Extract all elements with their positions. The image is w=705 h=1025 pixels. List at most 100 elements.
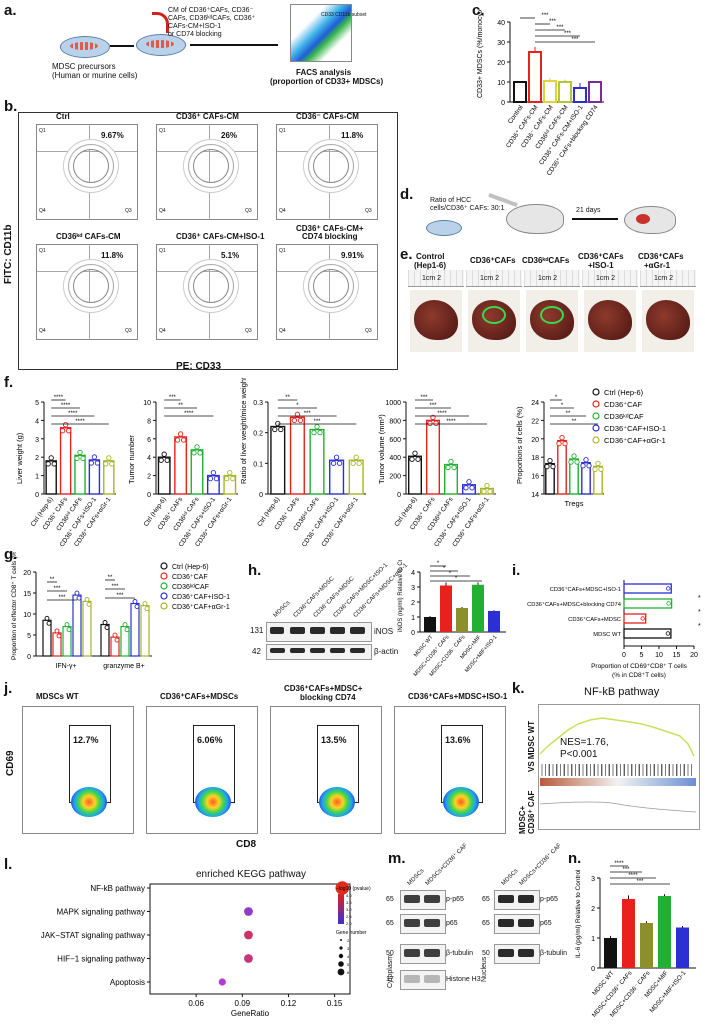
f-dot [74, 455, 80, 462]
f-sig-star: * [296, 403, 299, 409]
quadrant-q1: Q1 [39, 248, 46, 254]
f-y-tick-label: 0 [397, 492, 401, 499]
f-sig-star: **** [75, 419, 85, 425]
f-x-tick-label: CD36⁺ CAFs+ISO-1 [301, 496, 341, 546]
m-band [498, 895, 514, 903]
flow-plot: 9.91% Q1 Q4 Q3 [276, 244, 378, 340]
f-y-tick-label: 4 [147, 455, 151, 462]
l-y-tick-label: JAK−STAT signaling pathway [41, 931, 145, 940]
i-x-tick-label: 0 [622, 652, 626, 659]
f-y-tick-label: 16 [531, 474, 539, 481]
c-bar [528, 51, 542, 103]
f-y-tick-label: 5 [35, 400, 39, 407]
f-legend-label: CD36⁺CAF [604, 400, 643, 409]
g-dot [124, 627, 130, 633]
m-band [518, 919, 534, 927]
treatment-line-1: CM of CD36⁺CAFs, CD36⁻ [168, 7, 254, 14]
quadrant-q1: Q1 [159, 128, 166, 134]
flow-plot: 11.8% Q1 Q4 Q3 [276, 124, 378, 220]
g-dot [112, 632, 118, 638]
b-y-axis-label: FITC: CD11b [3, 224, 14, 284]
flow-plot-title: CD36⁺ CAFs-CM+ISO-1 [176, 232, 265, 241]
g-legend-label: Ctrl (Hep-6) [172, 564, 209, 571]
g-dot [46, 620, 52, 626]
f-dot [213, 475, 220, 482]
j-flow-plot: 13.6% [394, 706, 506, 834]
quadrant-q4: Q4 [39, 328, 46, 334]
l-y-tick-label: Apoptosis [110, 978, 145, 987]
l-count-dot [338, 961, 344, 967]
chart-i-svg: 0 5 10 15 20 CD36⁺CAFs+MDSC+ISO-1 CD36⁺CAFs+MD… [527, 580, 701, 679]
j-gate-pct: 13.5% [321, 735, 347, 745]
g-dot [122, 622, 128, 628]
panel-letter-g: g. [4, 546, 18, 563]
f-dot [463, 485, 469, 491]
f-bar [103, 460, 115, 495]
facs-analysis-label: FACS analysis [296, 68, 352, 77]
f-sig-star: * [561, 403, 564, 409]
quadrant-q3: Q3 [245, 208, 252, 214]
l-count-tick: 3 [347, 946, 350, 951]
g-dot [84, 596, 90, 602]
b-x-axis-label: PE: CD33 [176, 361, 222, 372]
f-y-tick-label: 1000 [385, 400, 401, 407]
f-bar [190, 449, 204, 495]
m-band [404, 895, 420, 903]
m-band [404, 975, 420, 983]
mouse-icon [506, 204, 564, 234]
f-dot [311, 429, 317, 436]
f-bar [569, 458, 579, 495]
f-dot [80, 455, 86, 462]
f-y-label: Proportions of cells (%) [515, 406, 524, 484]
chart-g-svg: 0 5 10 15 20 Proportion of effector CD8⁺ T ce… [11, 549, 230, 670]
f-dot [571, 453, 577, 459]
f-dot [595, 460, 601, 467]
i-dot [640, 616, 645, 621]
f-bar [157, 456, 171, 495]
f-dot [164, 457, 170, 463]
f-dot [230, 475, 236, 482]
f-dot [177, 431, 184, 437]
n-y-tick-label: 3 [591, 876, 595, 883]
c-y-label: CD33+ MDSCs (%/monocytes) [477, 10, 484, 98]
f-y-tick-label: 14 [531, 492, 539, 499]
cells-icon [70, 42, 98, 50]
i-y-tick-label: MDSC WT [593, 632, 621, 638]
panel-letter-n: n. [568, 850, 582, 867]
f-dot [583, 457, 589, 463]
quadrant-q2-pct: 26% [221, 131, 238, 140]
g-bar [130, 602, 140, 657]
panel-j: CD69 CD8 MDSCs WT 12.7% CD36⁺CAFs+MDSCs 6.0… [0, 684, 512, 856]
f-sig-star: *** [313, 419, 321, 425]
h-bar [472, 584, 484, 632]
f-legend-label: CD36⁺CAF+αGr-1 [604, 436, 666, 445]
contour-plot [73, 149, 109, 183]
g-dot [54, 628, 60, 634]
f-dot [592, 466, 598, 473]
c-y-tick-label: 40 [497, 20, 505, 27]
f-sig-star: ** [178, 403, 183, 409]
f-dot [210, 469, 217, 476]
f-dot [487, 488, 493, 495]
h-sig-star: * [437, 561, 440, 567]
g-legend-marker [160, 602, 168, 610]
f-dot [448, 458, 454, 465]
ruler-label: 1cm 2 [422, 275, 442, 282]
quadrant-q1: Q1 [279, 128, 286, 134]
c-bar [543, 80, 557, 103]
contour-plot [193, 149, 229, 183]
j-plot-title: MDSCs WT [36, 692, 79, 701]
flow-plot: 5.1% Q1 Q4 Q3 [156, 244, 258, 340]
g-bar [72, 594, 82, 657]
f-y-tick-label: 24 [531, 400, 539, 407]
i-dot [665, 631, 671, 636]
j-x-label: CD8 [236, 839, 257, 850]
c-y-tick-label: 30 [497, 40, 505, 47]
h-y-tick-label: 2 [411, 600, 415, 607]
c-bar [588, 81, 602, 103]
l-color-tick: 3.0 [346, 907, 352, 912]
panel-h: MDSCs CD36⁺CAFs+MDSC CD36⁻CAFs+MDSC CD36⁺CA… [246, 560, 512, 680]
n-bar [676, 927, 689, 968]
e-group-agr-sub: +αGr-1 [644, 261, 671, 270]
